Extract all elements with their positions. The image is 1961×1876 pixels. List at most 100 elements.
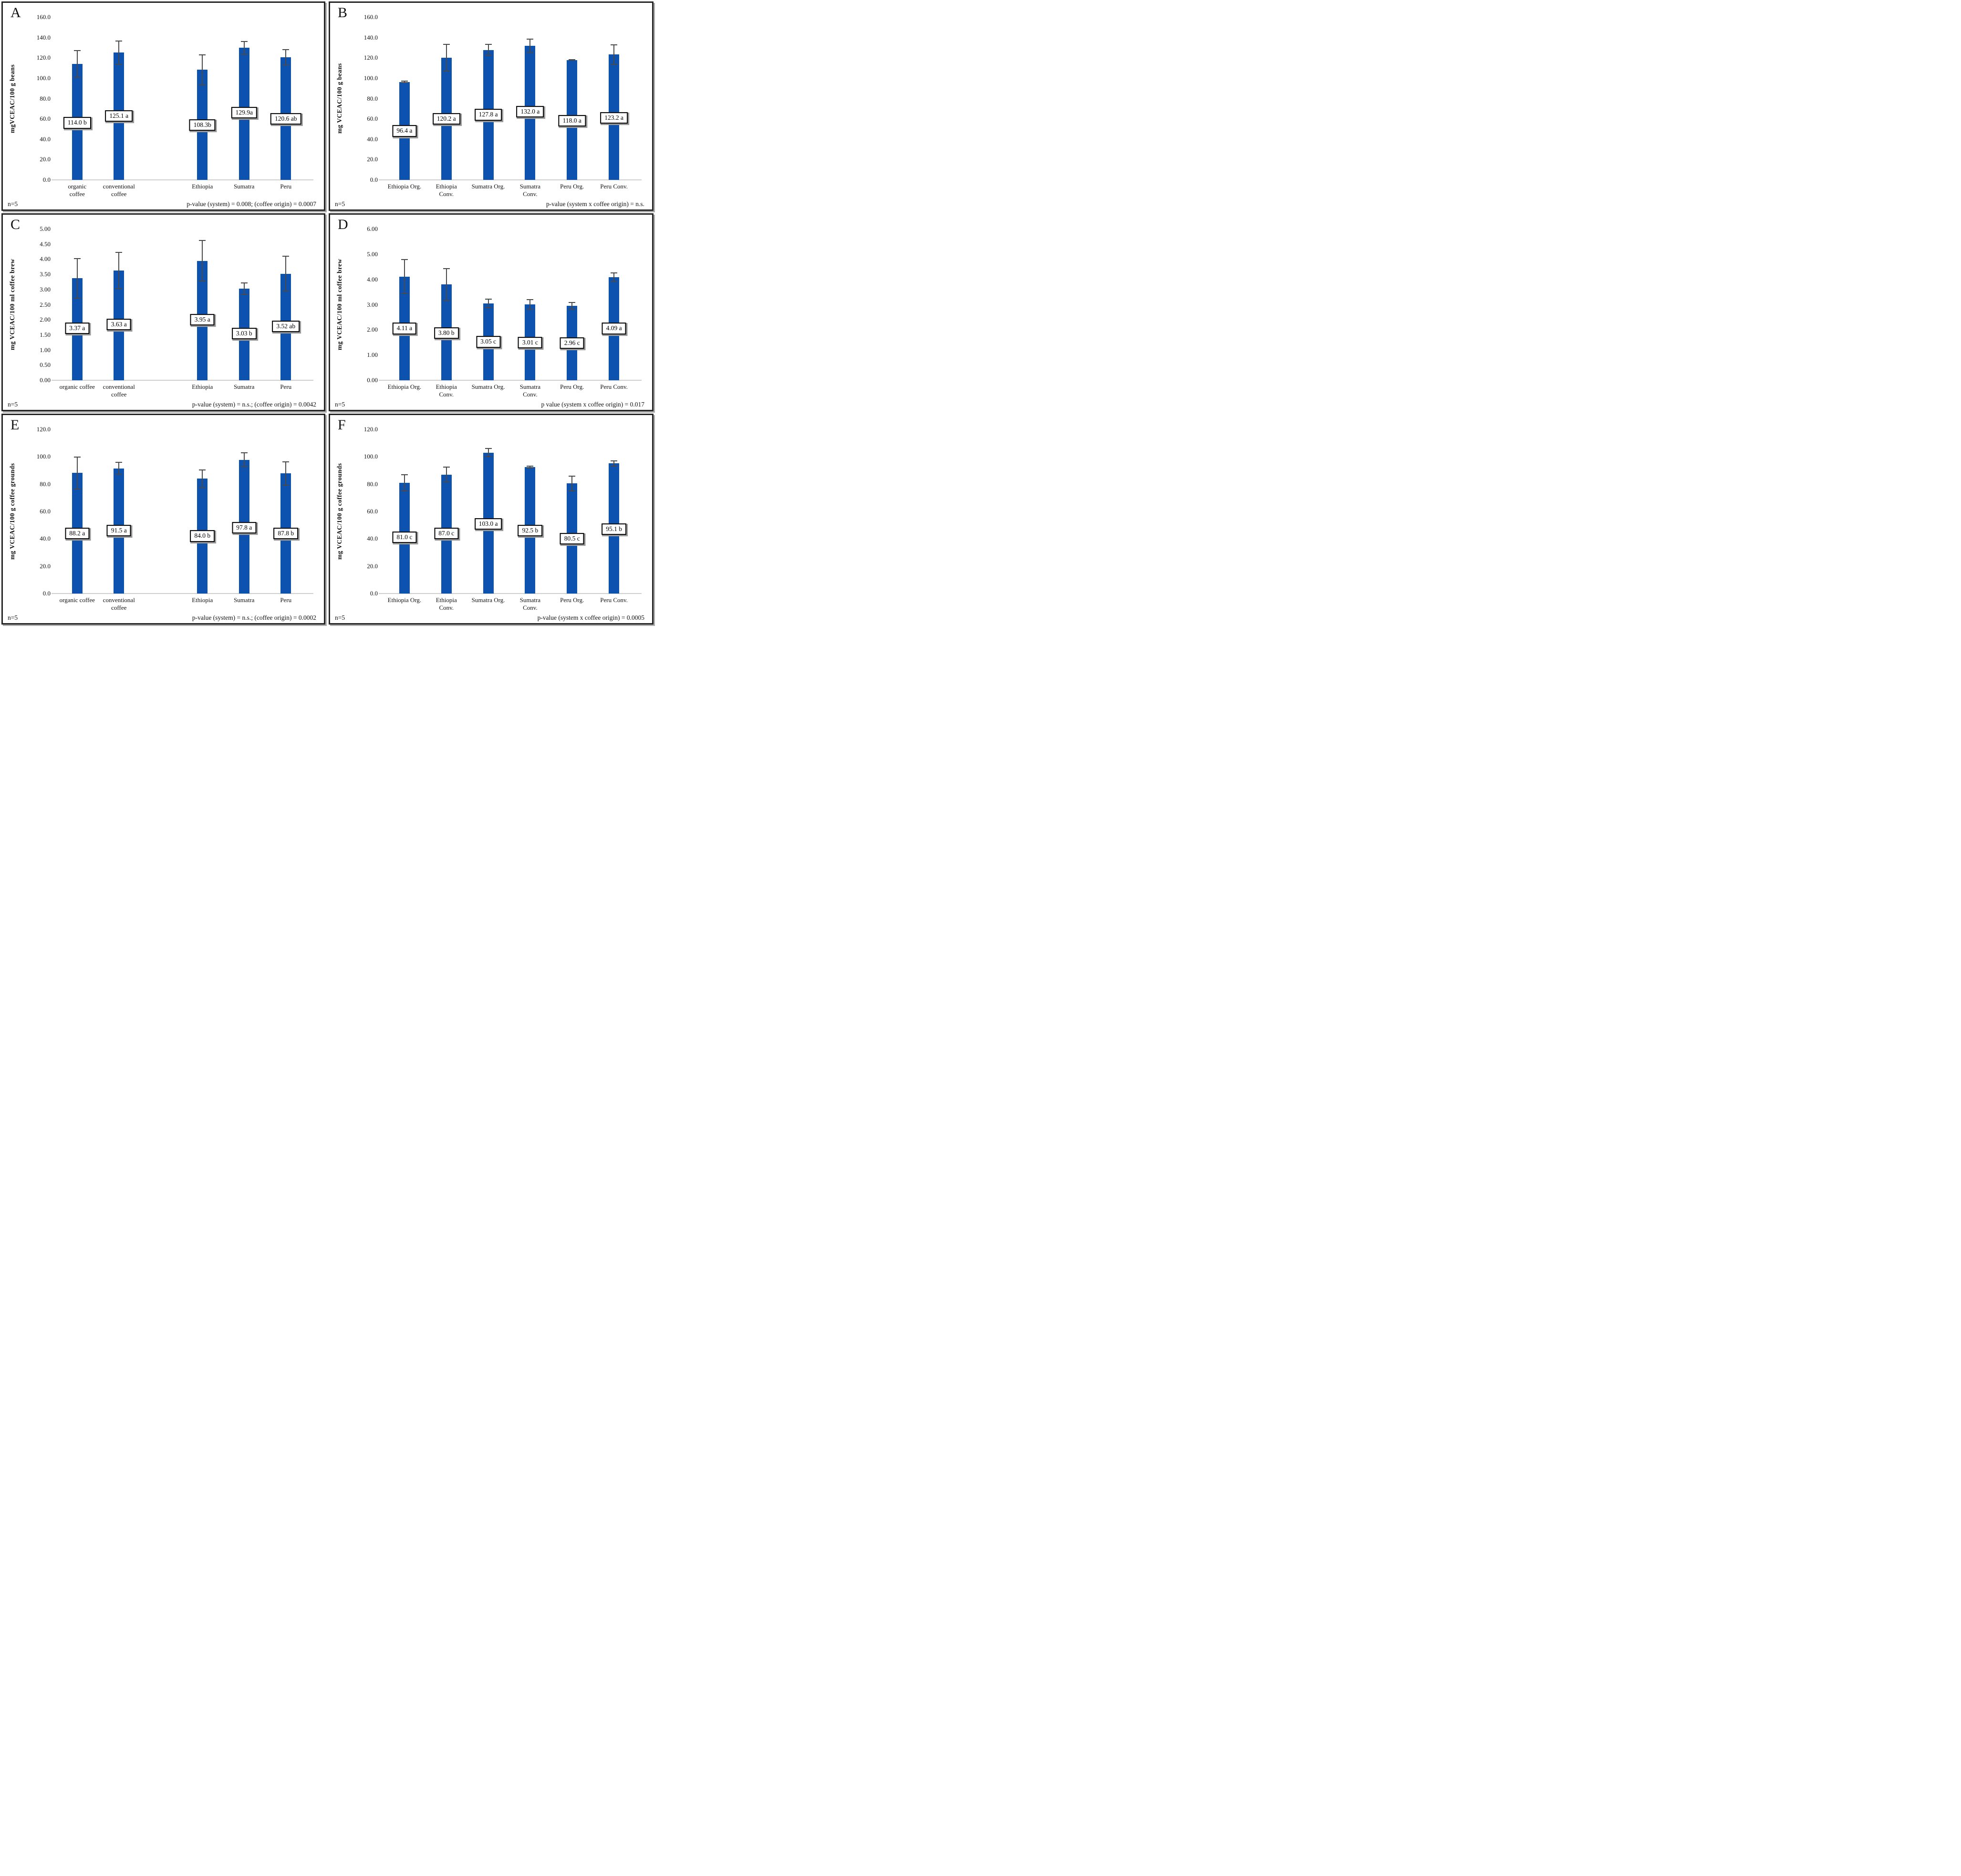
- error-bar: [199, 54, 206, 85]
- y-axis-title: mgVCEAC/100 g beans: [9, 64, 16, 133]
- y-axis-tick: 0.0: [42, 176, 51, 183]
- error-bar: [73, 258, 81, 299]
- bar-value-label: 4.09 a: [602, 323, 626, 334]
- error-bar-cap-top: [115, 461, 123, 463]
- y-axis-tick: 120.0: [36, 54, 51, 62]
- error-bar-cap-bottom: [611, 64, 618, 65]
- x-axis-baseline: [379, 179, 642, 180]
- error-bar: [282, 49, 290, 65]
- y-axis-tick: 80.0: [367, 480, 378, 488]
- error-bar-cap-top: [115, 41, 123, 42]
- x-axis-label: organic coffee: [68, 183, 87, 198]
- p-value-label: p value (system x coffee origin) = 0.017: [541, 401, 644, 408]
- error-bar-cap-bottom: [611, 466, 618, 467]
- error-bar: [485, 44, 492, 56]
- x-axis-label: Sumatra Conv.: [519, 183, 541, 198]
- x-axis-label: Peru: [280, 183, 292, 190]
- y-axis-tick: 6.00: [367, 225, 378, 232]
- sample-size-label: n=5: [8, 614, 18, 621]
- y-axis-tick: 60.0: [367, 508, 378, 515]
- y-axis-tick: 2.00: [40, 316, 51, 323]
- x-axis-label: Ethiopia Conv.: [436, 596, 457, 612]
- error-bar: [611, 272, 618, 282]
- error-bar-cap-bottom: [73, 297, 81, 299]
- x-axis-baseline: [379, 380, 642, 381]
- error-bar-cap-bottom: [199, 487, 206, 488]
- y-axis-tick: 20.0: [367, 562, 378, 570]
- bar-value-label: 97.8 a: [232, 522, 257, 534]
- panel-letter: D: [338, 217, 348, 232]
- x-axis-label: organic coffee: [59, 383, 95, 390]
- y-axis-tick: 2.00: [367, 326, 378, 334]
- x-axis-label: conventional coffee: [103, 183, 135, 198]
- error-bar: [527, 38, 534, 53]
- y-axis-tick: 2.50: [40, 301, 51, 308]
- error-bar: [569, 475, 576, 491]
- x-axis-label: Ethiopia: [192, 183, 213, 190]
- x-axis-label: Sumatra Conv.: [519, 383, 541, 398]
- x-axis-label: Ethiopia: [192, 383, 213, 390]
- error-bar-cap-top: [282, 49, 290, 51]
- y-axis-tick: 60.0: [40, 508, 51, 515]
- p-value-label: p-value (system x coffee origin) = n.s.: [546, 200, 644, 208]
- bar-value-label: 95.1 b: [602, 523, 626, 535]
- y-axis-tick: 5.00: [40, 225, 51, 232]
- error-bar-cap-bottom: [611, 281, 618, 282]
- bar-value-label: 84.0 b: [190, 530, 215, 542]
- error-bar: [527, 299, 534, 310]
- error-bar: [443, 44, 450, 72]
- bar-value-label: 114.0 b: [63, 117, 91, 129]
- error-bar: [282, 461, 290, 486]
- y-axis-tick: 1.00: [367, 351, 378, 359]
- error-bar-cap-top: [443, 44, 450, 45]
- error-bar-cap-bottom: [115, 63, 123, 65]
- sample-size-label: n=5: [335, 614, 345, 621]
- bar-value-label: 3.63 a: [106, 318, 131, 330]
- bar-value-label: 81.0 c: [392, 532, 417, 543]
- x-axis-baseline: [52, 380, 313, 381]
- error-bar-cap-top: [527, 38, 534, 40]
- error-bar-cap-bottom: [443, 70, 450, 72]
- error-bar-cap-top: [569, 59, 576, 60]
- x-axis-label: Ethiopia Conv.: [436, 183, 457, 198]
- bar-value-label: 120.2 a: [432, 113, 460, 125]
- error-bar-cap-top: [199, 469, 206, 470]
- error-bar-cap-bottom: [282, 484, 290, 486]
- panel-letter: A: [10, 5, 21, 21]
- y-axis-tick: 4.00: [367, 275, 378, 283]
- error-bar-cap-top: [199, 240, 206, 241]
- y-axis-tick: 140.0: [36, 33, 51, 41]
- error-bar-cap-top: [73, 258, 81, 259]
- p-value-label: p-value (system) = n.s.; (coffee origin)…: [192, 401, 316, 408]
- bar-value-label: 80.5 c: [560, 533, 584, 545]
- sample-size-label: n=5: [8, 401, 18, 408]
- error-bar-cap-bottom: [485, 307, 492, 308]
- bar-value-label: 3.52 ab: [272, 321, 300, 333]
- error-bar: [115, 41, 123, 65]
- y-axis-tick: 4.50: [40, 240, 51, 248]
- error-bar-cap-bottom: [569, 490, 576, 491]
- error-bar-cap-top: [485, 448, 492, 449]
- error-bar-cap-top: [611, 44, 618, 45]
- bar-value-label: 120.6 ab: [270, 113, 301, 125]
- error-bar: [485, 448, 492, 458]
- y-axis-tick: 120.0: [363, 426, 378, 433]
- bar-value-label: 108.3b: [189, 119, 216, 131]
- y-axis-tick: 40.0: [40, 135, 51, 143]
- error-bar-cap-bottom: [240, 294, 248, 295]
- error-bar-cap-top: [401, 81, 408, 82]
- error-bar: [199, 240, 206, 281]
- error-bar: [443, 467, 450, 482]
- x-axis-label: Peru Conv.: [600, 183, 628, 190]
- y-axis-tick: 60.0: [367, 115, 378, 123]
- error-bar-cap-top: [611, 272, 618, 273]
- bar-value-label: 129.9a: [231, 107, 257, 119]
- y-axis-tick: 120.0: [363, 54, 378, 62]
- y-axis-tick: 40.0: [40, 535, 51, 542]
- y-axis-title: mg VCEAC/100 g coffee grounds: [9, 463, 16, 560]
- y-axis-tick: 0.00: [40, 376, 51, 384]
- x-axis-label: Peru Conv.: [600, 383, 628, 390]
